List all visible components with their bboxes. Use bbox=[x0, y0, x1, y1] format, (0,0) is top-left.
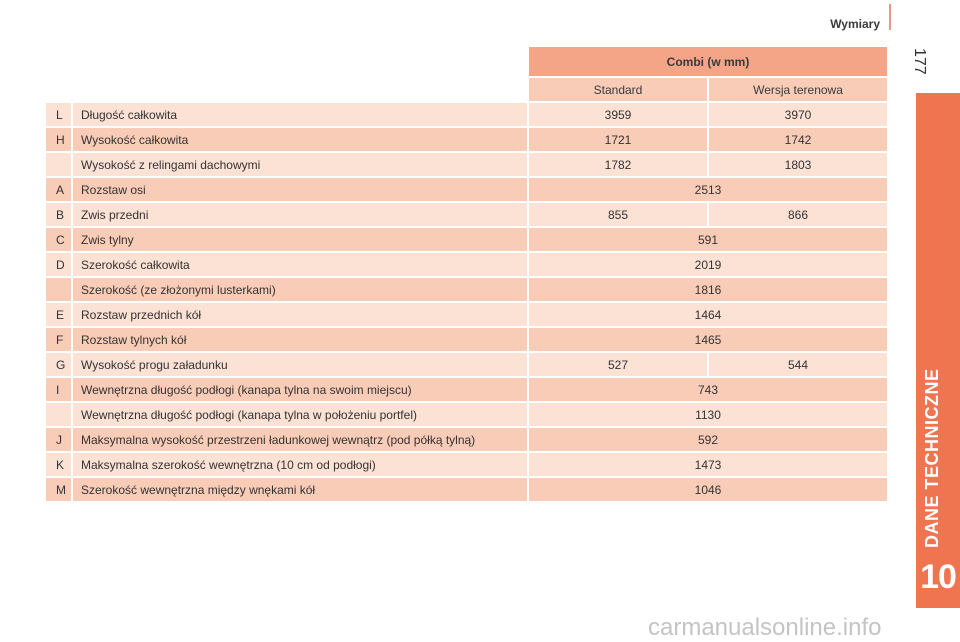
row-label-cell: Zwis przedni bbox=[72, 202, 529, 228]
table-row: A Rozstaw osi 2513 bbox=[46, 177, 889, 203]
row-terrain-value: 866 bbox=[708, 202, 889, 228]
table-sub-header-row: Standard Wersja terenowa bbox=[46, 77, 889, 103]
row-code-cell: D bbox=[46, 252, 73, 278]
row-code-cell bbox=[46, 152, 73, 178]
row-value-cell: 2019 bbox=[528, 252, 889, 278]
table-row: B Zwis przedni 855 866 bbox=[46, 202, 889, 228]
chapter-number: 10 bbox=[920, 558, 957, 596]
row-code-cell: E bbox=[46, 302, 73, 328]
row-code-cell: M bbox=[46, 477, 73, 503]
row-standard-value: 1782 bbox=[528, 152, 709, 178]
row-code-cell: C bbox=[46, 227, 73, 253]
row-label-cell: Wysokość całkowita bbox=[72, 127, 529, 153]
row-label-cell: Wysokość z relingami dachowymi bbox=[72, 152, 529, 178]
row-label-cell: Wewnętrzna długość podłogi (kanapa tylna… bbox=[72, 402, 529, 428]
row-code-cell: I bbox=[46, 377, 73, 403]
table-row: Wewnętrzna długość podłogi (kanapa tylna… bbox=[46, 402, 889, 428]
row-code-cell: L bbox=[46, 102, 73, 128]
table-row: F Rozstaw tylnych kół 1465 bbox=[46, 327, 889, 353]
row-label-cell: Rozstaw osi bbox=[72, 177, 529, 203]
row-value-cell: 1816 bbox=[528, 277, 889, 303]
row-standard-value: 3959 bbox=[528, 102, 709, 128]
table-row: G Wysokość progu załadunku 527 544 bbox=[46, 352, 889, 378]
row-standard-value: 527 bbox=[528, 352, 709, 378]
group-header: Combi (w mm) bbox=[528, 47, 889, 78]
blank-header-cell bbox=[46, 47, 529, 78]
row-code-cell: H bbox=[46, 127, 73, 153]
table-row: L Długość całkowita 3959 3970 bbox=[46, 102, 889, 128]
column-header-terrain: Wersja terenowa bbox=[708, 77, 889, 103]
row-value-cell: 2513 bbox=[528, 177, 889, 203]
row-terrain-value: 544 bbox=[708, 352, 889, 378]
row-value-cell: 1130 bbox=[528, 402, 889, 428]
table-row: C Zwis tylny 591 bbox=[46, 227, 889, 253]
row-standard-value: 1721 bbox=[528, 127, 709, 153]
table-row: Szerokość (ze złożonymi lusterkami) 1816 bbox=[46, 277, 889, 303]
row-code-cell: J bbox=[46, 427, 73, 453]
column-header-standard: Standard bbox=[528, 77, 709, 103]
table-row: D Szerokość całkowita 2019 bbox=[46, 252, 889, 278]
row-label-cell: Zwis tylny bbox=[72, 227, 529, 253]
page-header-title: Wymiary bbox=[830, 17, 880, 31]
row-label-cell: Szerokość wewnętrzna między wnękami kół bbox=[72, 477, 529, 503]
table-row: J Maksymalna wysokość przestrzeni ładunko… bbox=[46, 427, 889, 453]
row-label-cell: Maksymalna szerokość wewnętrzna (10 cm o… bbox=[72, 452, 529, 478]
row-terrain-value: 1803 bbox=[708, 152, 889, 178]
blank-header-cell bbox=[46, 77, 529, 103]
table-row: E Rozstaw przednich kół 1464 bbox=[46, 302, 889, 328]
row-code-cell: F bbox=[46, 327, 73, 353]
header-divider bbox=[889, 4, 891, 30]
row-code-cell: G bbox=[46, 352, 73, 378]
row-label-cell: Rozstaw tylnych kół bbox=[72, 327, 529, 353]
row-label-cell: Wysokość progu załadunku bbox=[72, 352, 529, 378]
row-code-cell: K bbox=[46, 452, 73, 478]
table-row: H Wysokość całkowita 1721 1742 bbox=[46, 127, 889, 153]
row-value-cell: 1464 bbox=[528, 302, 889, 328]
watermark-text: carmanualsonline.info bbox=[648, 614, 882, 641]
row-terrain-value: 1742 bbox=[708, 127, 889, 153]
row-label-cell: Długość całkowita bbox=[72, 102, 529, 128]
row-value-cell: 592 bbox=[528, 427, 889, 453]
table-row: K Maksymalna szerokość wewnętrzna (10 cm … bbox=[46, 452, 889, 478]
table-row: Wysokość z relingami dachowymi 1782 1803 bbox=[46, 152, 889, 178]
page-number: 177 bbox=[911, 48, 928, 75]
table-group-header-row: Combi (w mm) bbox=[46, 47, 889, 78]
row-label-cell: Szerokość (ze złożonymi lusterkami) bbox=[72, 277, 529, 303]
row-label-cell: Rozstaw przednich kół bbox=[72, 302, 529, 328]
row-label-cell: Maksymalna wysokość przestrzeni ładunkow… bbox=[72, 427, 529, 453]
row-standard-value: 855 bbox=[528, 202, 709, 228]
row-terrain-value: 3970 bbox=[708, 102, 889, 128]
row-value-cell: 591 bbox=[528, 227, 889, 253]
row-label-cell: Szerokość całkowita bbox=[72, 252, 529, 278]
row-value-cell: 743 bbox=[528, 377, 889, 403]
row-value-cell: 1046 bbox=[528, 477, 889, 503]
row-value-cell: 1473 bbox=[528, 452, 889, 478]
table-row: M Szerokość wewnętrzna między wnękami kół… bbox=[46, 477, 889, 503]
row-label-cell: Wewnętrzna długość podłogi (kanapa tylna… bbox=[72, 377, 529, 403]
chapter-title: DANE TECHNICZNE bbox=[922, 368, 942, 548]
row-value-cell: 1465 bbox=[528, 327, 889, 353]
table-row: I Wewnętrzna długość podłogi (kanapa tyln… bbox=[46, 377, 889, 403]
row-code-cell bbox=[46, 277, 73, 303]
row-code-cell: A bbox=[46, 177, 73, 203]
row-code-cell: B bbox=[46, 202, 73, 228]
chapter-side-tab bbox=[916, 93, 960, 608]
table-body: L Długość całkowita 3959 3970 H Wysokość całk… bbox=[46, 102, 889, 503]
row-code-cell bbox=[46, 402, 73, 428]
